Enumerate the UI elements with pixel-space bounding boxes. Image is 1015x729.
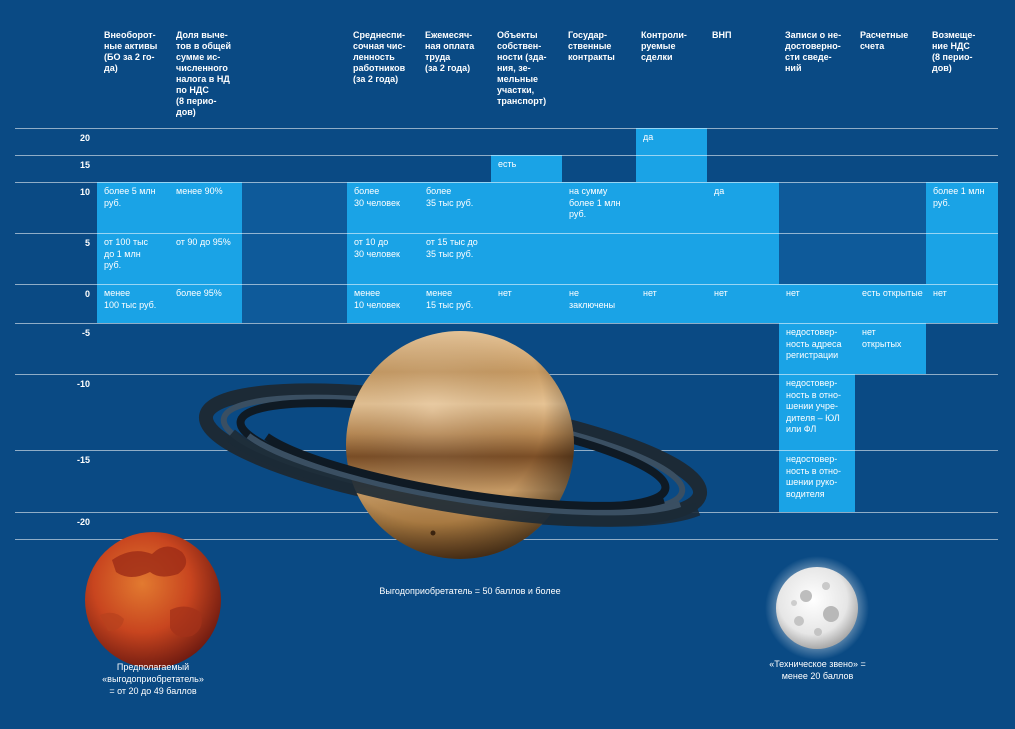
row-line-5 [15,233,998,234]
mars-planet [85,532,221,668]
text-salary-10: более 35 тыс руб. [426,186,474,208]
text-vnp-10: да [714,186,725,196]
score-10: 10 [79,187,90,197]
header-unreliable-records: Записи о не- достоверно- сти сведе- ний [785,30,842,73]
row-line-10 [15,182,998,183]
text-staff-10: более 30 человек [354,186,400,208]
text-staff-5: от 10 до 30 человек [354,237,400,259]
text-bo-0: менее 100 тыс руб. [104,288,157,310]
score-5: 5 [84,238,90,248]
header-bank-accounts: Расчетные счета [860,30,909,51]
text-salary-0: менее 15 тыс руб. [426,288,474,310]
text-nds-5: от 90 до 95% [176,237,231,247]
saturn-rings-front [225,429,701,527]
text-staff-0: менее 10 человек [354,288,400,310]
text-records-m5: недостовер- ность адреса регистрации [786,327,842,360]
caption-saturn: Выгодоприобретатель = 50 баллов и более [379,586,561,596]
score-0: 0 [84,289,90,299]
header-gov-contracts: Государ- ственные контракты [568,30,615,62]
text-records-m15: недостовер- ность в отно- шении руко- во… [786,454,841,499]
cell-gap-dark [242,182,347,323]
moon-planet [765,556,869,660]
score-m15: -15 [76,455,90,465]
text-contracts-10: на сумму более 1 млн руб. [569,186,621,219]
cell-bg-col9-10-zero [779,284,926,323]
cell-bg-col3-4 [347,182,492,323]
text-records-m10: недостовер- ность в отно- шении учре- ди… [786,378,841,434]
caption-mars: Предполагаемый «выгодоприобретатель» = о… [102,662,204,696]
row-line-m5 [15,323,998,324]
header-headcount: Среднеспи- сочная чис- ленность работник… [353,30,406,84]
cell-property-15: есть [491,155,562,182]
saturn-planet [346,331,574,559]
text-bo-10: более 5 млн руб. [104,186,156,208]
cell-bg-col10-neg [855,323,926,374]
row-line-20 [15,128,998,129]
cell-bg-col7-8 [636,182,779,323]
header-monthly-salary: Ежемесяч- ная оплата труда (за 2 года) [425,30,475,73]
cell-bg-col11 [926,182,998,323]
score-m5: -5 [81,328,90,338]
cell-bg-col5-6 [491,182,636,323]
text-records-0: нет [786,288,800,298]
text-refund-10: более 1 млн руб. [933,186,985,208]
cell-bg-col1-2 [97,182,242,323]
score-20: 20 [79,133,90,143]
text-nds-10: менее 90% [176,186,223,196]
text-refund-0: нет [933,288,947,298]
text-bo-5: от 100 тыс до 1 млн руб. [104,237,149,270]
score-15: 15 [79,160,90,170]
text-accounts-0: есть открытые [862,288,923,298]
header-vat-refund: Возмеще- ние НДС (8 перио- дов) [932,30,976,73]
header-property: Объекты собствен- ности (зда- ния, зе- м… [497,30,547,106]
text-salary-5: от 15 тыс до 35 тыс руб. [426,237,478,259]
cell-bg-col9-neg [779,323,855,512]
text-vnp-0: нет [714,288,728,298]
header-vat-deductions-share: Доля выче- тов в общей сумме ис- численн… [176,30,232,117]
header-fixed-assets: Внеоборот- ные активы (БО за 2 го- да) [104,30,158,73]
score-m10: -10 [76,379,90,389]
text-controlled-0: нет [643,288,657,298]
text-property-0: нет [498,288,512,298]
text-contracts-0: не заключены [569,288,616,310]
text-accounts-m5: нет открытых [862,327,902,349]
header-controlled-deals: Контроли- руемые сделки [641,30,687,62]
header-vnp: ВНП [712,30,732,40]
row-line-0 [15,284,998,285]
score-m20: -20 [76,517,90,527]
text-nds-0: более 95% [176,288,222,298]
caption-moon: «Техническое звено» = менее 20 баллов [769,659,866,681]
row-line-15 [15,155,998,156]
